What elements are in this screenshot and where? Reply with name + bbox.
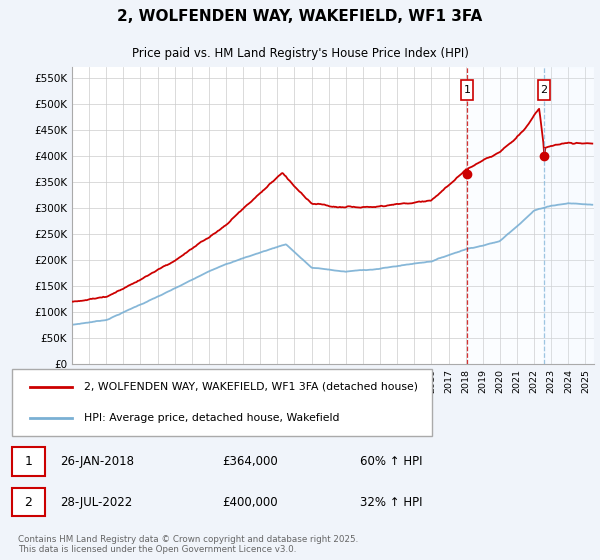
- Bar: [467, 67, 544, 364]
- Text: 1: 1: [463, 85, 470, 95]
- Text: 1: 1: [24, 455, 32, 468]
- FancyBboxPatch shape: [12, 370, 432, 436]
- Text: £364,000: £364,000: [222, 455, 278, 468]
- Text: 32% ↑ HPI: 32% ↑ HPI: [360, 496, 422, 508]
- Text: 2: 2: [540, 85, 547, 95]
- Text: £400,000: £400,000: [222, 496, 278, 508]
- Text: Price paid vs. HM Land Registry's House Price Index (HPI): Price paid vs. HM Land Registry's House …: [131, 47, 469, 60]
- Text: Contains HM Land Registry data © Crown copyright and database right 2025.
This d: Contains HM Land Registry data © Crown c…: [18, 535, 358, 554]
- Text: 28-JUL-2022: 28-JUL-2022: [60, 496, 132, 508]
- FancyBboxPatch shape: [12, 488, 45, 516]
- Text: 2, WOLFENDEN WAY, WAKEFIELD, WF1 3FA (detached house): 2, WOLFENDEN WAY, WAKEFIELD, WF1 3FA (de…: [84, 382, 418, 392]
- Text: 2: 2: [24, 496, 32, 508]
- Text: 60% ↑ HPI: 60% ↑ HPI: [360, 455, 422, 468]
- FancyBboxPatch shape: [12, 447, 45, 476]
- Text: HPI: Average price, detached house, Wakefield: HPI: Average price, detached house, Wake…: [84, 413, 340, 423]
- FancyBboxPatch shape: [461, 80, 473, 100]
- Text: 26-JAN-2018: 26-JAN-2018: [60, 455, 134, 468]
- FancyBboxPatch shape: [538, 80, 550, 100]
- Bar: [544, 67, 594, 364]
- Text: 2, WOLFENDEN WAY, WAKEFIELD, WF1 3FA: 2, WOLFENDEN WAY, WAKEFIELD, WF1 3FA: [118, 10, 482, 24]
